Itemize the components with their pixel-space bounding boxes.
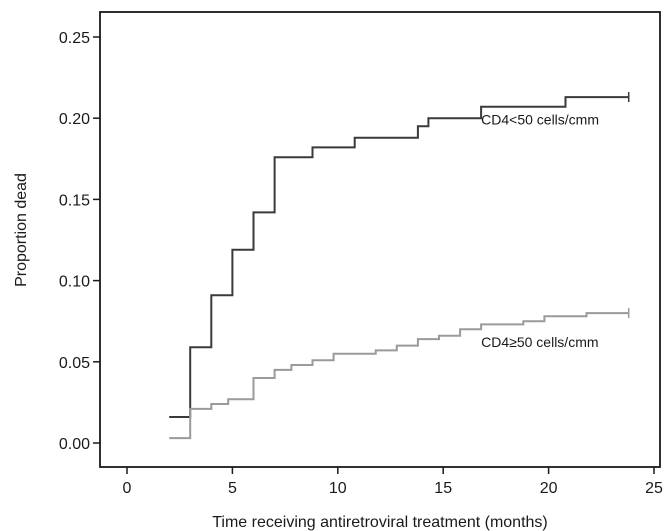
x-axis-ticks: 0 5 10 15 20 25	[123, 467, 663, 497]
series-layer	[169, 92, 630, 440]
x-tick-label: 5	[228, 480, 237, 497]
y-tick-label: 0.05	[59, 355, 90, 372]
x-tick-label: 20	[540, 480, 558, 497]
series-line-0	[169, 96, 629, 418]
x-axis-title: Time receiving antiretroviral treatment …	[212, 514, 548, 531]
x-tick-label: 0	[123, 480, 132, 497]
y-tick-label: 0.10	[59, 274, 90, 291]
x-tick-label: 25	[645, 480, 663, 497]
series-line-1	[169, 312, 629, 440]
series-label: CD4≥50 cells/cmm	[481, 334, 598, 350]
annotation-layer: CD4<50 cells/cmm CD4≥50 cells/cmm	[481, 112, 599, 350]
y-axis-title: Proportion dead	[13, 173, 30, 287]
plot-frame	[99, 11, 661, 468]
x-tick-label: 10	[329, 480, 347, 497]
y-tick-label: 0.20	[59, 111, 90, 128]
series-label: CD4<50 cells/cmm	[481, 112, 599, 128]
y-tick-label: 0.25	[59, 30, 90, 47]
x-tick-label: 15	[434, 480, 452, 497]
y-tick-label: 0.15	[59, 192, 90, 209]
y-axis-ticks: 0.00 0.05 0.10 0.15 0.20 0.25	[59, 30, 100, 453]
y-tick-label: 0.00	[59, 436, 90, 453]
